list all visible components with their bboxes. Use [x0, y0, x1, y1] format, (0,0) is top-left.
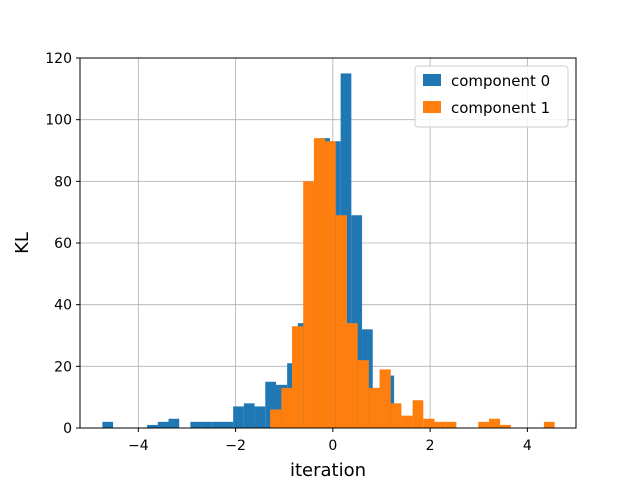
legend: component 0 component 1 [414, 65, 569, 128]
legend-label: component 1 [451, 99, 550, 117]
y-tick-label: 120 [45, 51, 72, 67]
histogram-bar-series-0 [211, 421, 223, 428]
y-tick-label: 0 [63, 421, 72, 437]
histogram-bar-series-1 [478, 421, 489, 428]
histogram-bar-series-1 [368, 387, 380, 428]
y-tick-label: 80 [54, 174, 72, 190]
histogram-bar-series-1 [325, 141, 336, 428]
y-tick-label: 100 [45, 113, 72, 129]
x-tick-label: −2 [225, 438, 246, 454]
histogram-bar-series-0 [157, 421, 169, 428]
histogram-bar-series-1 [412, 400, 424, 428]
histogram-bar-series-0 [201, 421, 212, 428]
bars [102, 73, 555, 429]
x-tick-label: 2 [426, 438, 435, 454]
histogram-bar-series-1 [401, 415, 413, 428]
histogram-bar-series-1 [423, 418, 435, 428]
histogram-bar-series-0 [233, 406, 244, 428]
legend-swatch [423, 101, 441, 113]
histogram-bar-series-1 [281, 387, 293, 428]
x-tick-label: 0 [328, 438, 337, 454]
x-axis-label: iteration [290, 460, 366, 480]
histogram-bar-series-1 [303, 181, 314, 428]
histogram-bar-series-1 [500, 424, 511, 428]
histogram-bar-series-1 [346, 323, 358, 428]
y-tick-label: 60 [54, 236, 72, 252]
histogram-bar-series-1 [445, 421, 457, 428]
y-tick-label: 20 [54, 359, 72, 375]
legend-box [414, 65, 569, 128]
histogram-bar-series-0 [102, 421, 114, 428]
histogram-bar-series-0 [222, 421, 234, 428]
histogram-bar-series-0 [168, 418, 180, 428]
histogram-bar-series-1 [357, 360, 369, 428]
histogram-bar-series-1 [313, 138, 326, 428]
histogram-bar-series-1 [335, 215, 347, 428]
histogram-bar-series-0 [254, 406, 266, 428]
histogram-bar-series-1 [390, 403, 402, 428]
histogram-bar-series-1 [434, 421, 446, 428]
histogram-bar-series-1 [543, 421, 555, 428]
histogram-bar-series-0 [190, 421, 202, 428]
histogram-bar-series-0 [351, 215, 363, 428]
histogram-bar-series-1 [292, 326, 304, 428]
histogram-bar-series-0 [243, 403, 255, 428]
y-axis-label: KL [12, 232, 33, 254]
legend-swatch [423, 74, 441, 86]
x-tick-label: 4 [523, 438, 532, 454]
histogram-bar-series-1 [488, 418, 501, 428]
histogram-bar-series-0 [265, 381, 276, 428]
histogram-bar-series-1 [270, 409, 282, 428]
histogram-bar-series-1 [379, 369, 391, 428]
legend-label: component 0 [451, 72, 550, 90]
y-tick-label: 40 [54, 298, 72, 314]
histogram-bar-series-0 [147, 424, 158, 428]
x-tick-label: −4 [128, 438, 149, 454]
